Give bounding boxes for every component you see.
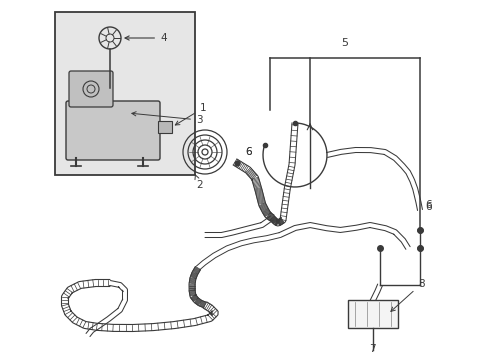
Text: 6: 6 <box>244 147 251 157</box>
Bar <box>158 121 172 133</box>
Text: 4: 4 <box>125 33 166 43</box>
Text: 3: 3 <box>132 112 202 125</box>
Text: 2: 2 <box>195 175 202 190</box>
Bar <box>347 300 397 328</box>
Text: 6: 6 <box>424 200 431 210</box>
FancyBboxPatch shape <box>69 71 113 107</box>
Text: 6: 6 <box>244 147 251 157</box>
Text: 6: 6 <box>424 202 431 212</box>
Text: 1: 1 <box>175 103 206 125</box>
Bar <box>55 12 195 175</box>
Text: 7: 7 <box>368 344 375 354</box>
FancyBboxPatch shape <box>66 101 160 160</box>
Text: 5: 5 <box>341 38 348 48</box>
Text: 8: 8 <box>390 279 424 311</box>
